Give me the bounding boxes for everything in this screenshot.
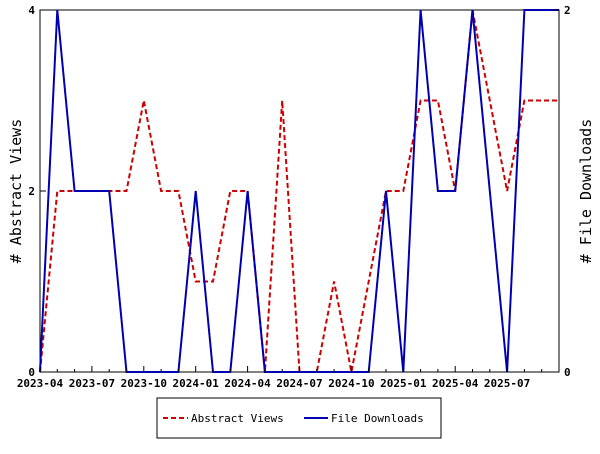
- y-left-tick-label: 0: [28, 366, 35, 379]
- x-tick-label: 2023-04: [17, 377, 64, 390]
- series-line-abstract-views: [39, 9, 559, 373]
- legend-box: [156, 397, 442, 439]
- x-tick-label: 2024-01: [173, 377, 220, 390]
- y-left-tick-label: 4: [28, 4, 35, 17]
- y-right-tick-label: 0: [564, 366, 571, 379]
- legend: Abstract Views File Downloads: [156, 397, 442, 439]
- legend-label-abstract-views: Abstract Views: [191, 412, 284, 425]
- x-tick-label: 2025-04: [432, 377, 479, 390]
- x-tick-label: 2024-10: [328, 377, 374, 390]
- x-tick-label: 2025-07: [484, 377, 530, 390]
- y-right-tick-label: 2: [564, 4, 571, 17]
- x-tick-label: 2025-01: [380, 377, 427, 390]
- x-tick-label: 2024-04: [224, 377, 271, 390]
- y-axis-right-title: # File Downloads: [577, 119, 595, 264]
- x-tick-label: 2023-07: [69, 377, 115, 390]
- x-tick-label: 2024-07: [276, 377, 322, 390]
- y-left-tick-label: 2: [28, 185, 35, 198]
- x-tick-label: 2023-10: [121, 377, 167, 390]
- y-axis-left-title: # Abstract Views: [7, 119, 25, 264]
- legend-label-file-downloads: File Downloads: [331, 412, 424, 425]
